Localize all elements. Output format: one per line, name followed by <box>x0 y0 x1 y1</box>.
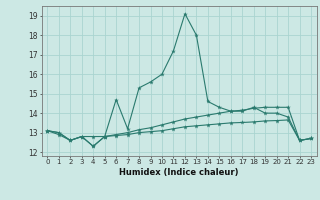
X-axis label: Humidex (Indice chaleur): Humidex (Indice chaleur) <box>119 168 239 177</box>
